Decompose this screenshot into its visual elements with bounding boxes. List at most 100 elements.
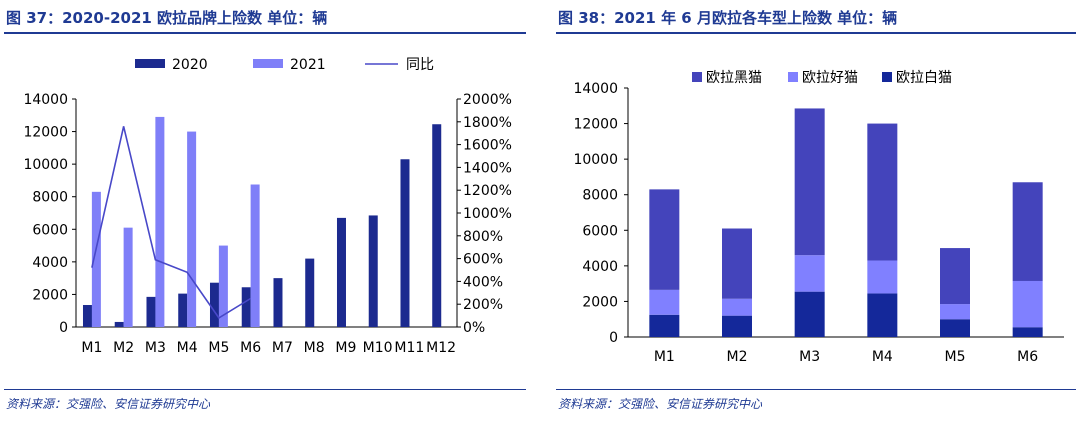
y-tick-label: 8000 [32, 190, 68, 206]
bar-segment-white-cat [940, 319, 970, 337]
bar-2020 [209, 282, 219, 327]
x-tick-label: M10 [363, 340, 393, 356]
bar-segment-white-cat [722, 315, 752, 337]
left-figure-title: 图 37：2020-2021 欧拉品牌上险数 单位：辆 [6, 9, 328, 27]
y-tick-label: 12000 [23, 125, 68, 141]
bar-2021 [123, 227, 133, 327]
right-title-rule [556, 32, 1076, 34]
x-tick-label: M5 [208, 340, 229, 356]
y-tick-label: 0 [59, 320, 68, 336]
x-tick-label: M2 [727, 349, 748, 365]
left-source-note: 资料来源：交强险、安信证券研究中心 [6, 397, 211, 411]
bar-segment-good-cat [794, 255, 825, 292]
right-figure-title: 图 38：2021 年 6 月欧拉各车型上险数 单位：辆 [558, 9, 898, 27]
left-chart: 0 2000 4000 6000 8000 10000 12000 14000 0% 200% 40… [23, 57, 512, 356]
right-source-rule [556, 389, 1076, 390]
x-tick-label: M3 [145, 340, 166, 356]
bar-2021 [218, 245, 228, 327]
legend-label-2020: 2020 [172, 57, 208, 73]
x-tick-label: M9 [335, 340, 356, 356]
bar-segment-good-cat [867, 260, 898, 294]
legend-label: 欧拉黑猫 [706, 70, 762, 86]
y-tick-label: 10000 [573, 152, 618, 168]
x-tick-label: M7 [272, 340, 293, 356]
bar-segment-black-cat [722, 228, 752, 299]
bar-segment-black-cat [940, 248, 970, 305]
x-tick-label: M1 [654, 349, 675, 365]
bar-segment-black-cat [794, 108, 825, 256]
legend-swatch [788, 72, 798, 82]
bar-2020 [241, 287, 251, 327]
bar-2021 [187, 131, 197, 327]
bar-segment-good-cat [722, 298, 752, 316]
legend-swatch [882, 72, 892, 82]
y2-tick-label: 1400% [463, 160, 512, 176]
y2-tick-label: 1200% [463, 183, 512, 199]
y-tick-label: 6000 [582, 223, 618, 239]
bar-segment-black-cat [649, 189, 680, 290]
legend-swatch [692, 72, 702, 82]
bar-segment-black-cat [867, 123, 898, 261]
bar-segment-good-cat [649, 289, 680, 315]
y-tick-label: 2000 [582, 294, 618, 310]
x-tick-label: M8 [304, 340, 325, 356]
x-tick-label: M2 [113, 340, 134, 356]
right-chart: 0 2000 4000 6000 8000 10000 12000 14000 M1 M2 M3 M4… [573, 70, 1064, 365]
y2-tick-label: 800% [463, 229, 503, 245]
y-tick-label: 4000 [582, 259, 618, 275]
y-tick-label: 14000 [573, 81, 618, 97]
legend-label-2021: 2021 [290, 57, 326, 73]
bar-segment-white-cat [867, 293, 898, 337]
y2-tick-label: 1800% [463, 115, 512, 131]
y2-tick-label: 200% [463, 297, 503, 313]
legend-label-yoy: 同比 [406, 57, 434, 73]
bar-segment-white-cat [794, 291, 825, 337]
bar-2020 [336, 217, 346, 327]
x-tick-label: M5 [945, 349, 966, 365]
right-figure-panel: 图 38：2021 年 6 月欧拉各车型上险数 单位：辆 0 2000 4000 60… [552, 0, 1080, 421]
legend-label: 欧拉白猫 [896, 70, 952, 86]
x-tick-label: M12 [426, 340, 456, 356]
right-source-note: 资料来源：交强险、安信证券研究中心 [558, 397, 763, 411]
y-tick-label: 0 [609, 330, 618, 346]
bar-segment-white-cat [649, 314, 680, 337]
y2-tick-label: 600% [463, 252, 503, 268]
left-source-rule [4, 389, 526, 390]
bar-2020 [432, 124, 442, 327]
y2-tick-label: 2000% [463, 92, 512, 108]
y-tick-label: 10000 [23, 157, 68, 173]
y-tick-label: 4000 [32, 255, 68, 271]
bar-segment-good-cat [1012, 280, 1043, 328]
y-tick-label: 8000 [582, 188, 618, 204]
bar-segment-black-cat [1012, 182, 1043, 281]
bar-2020 [178, 293, 188, 327]
bar-2020 [305, 258, 315, 327]
bar-2020 [400, 159, 410, 327]
y2-tick-label: 0% [463, 320, 485, 336]
legend-swatch-2020 [135, 59, 165, 68]
x-tick-label: M3 [799, 349, 820, 365]
y2-tick-label: 400% [463, 274, 503, 290]
bar-2021 [155, 116, 165, 328]
y-tick-label: 2000 [32, 287, 68, 303]
bar-2020 [82, 305, 92, 327]
bar-2021 [91, 191, 101, 327]
x-tick-label: M6 [240, 340, 261, 356]
y-tick-label: 6000 [32, 222, 68, 238]
x-tick-label: M1 [81, 340, 102, 356]
bar-2020 [273, 278, 283, 327]
bar-segment-good-cat [940, 304, 970, 320]
y2-tick-label: 1600% [463, 138, 512, 154]
y-tick-label: 12000 [573, 117, 618, 133]
bar-2020 [368, 215, 378, 327]
left-title-rule [4, 32, 526, 34]
legend-swatch-2021 [253, 59, 283, 68]
bar-segment-white-cat [1012, 327, 1043, 337]
x-tick-label: M4 [872, 349, 893, 365]
bar-2020 [114, 321, 124, 327]
x-tick-label: M6 [1017, 349, 1038, 365]
left-figure-panel: 图 37：2020-2021 欧拉品牌上险数 单位：辆 0 2000 4000 600… [0, 0, 530, 421]
legend-label: 欧拉好猫 [802, 70, 858, 86]
x-tick-label: M4 [177, 340, 198, 356]
yoy-line [91, 126, 252, 319]
